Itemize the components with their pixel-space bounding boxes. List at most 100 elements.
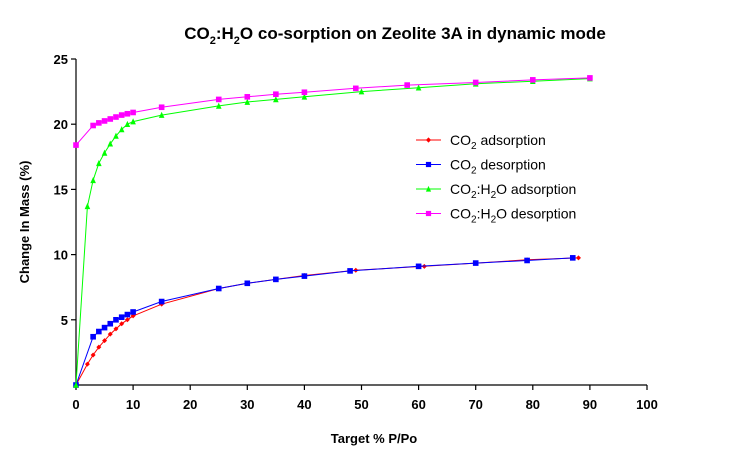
data-point (96, 344, 102, 350)
series-line (75, 257, 579, 386)
y-axis-label: Change In Mass (%) (17, 161, 32, 284)
data-point (118, 126, 125, 133)
x-axis-label: Target % P/Po (331, 431, 418, 446)
x-tick-label: 40 (297, 397, 311, 412)
data-point (124, 311, 131, 318)
data-point (569, 255, 576, 261)
data-point (130, 309, 136, 315)
data-point (425, 161, 432, 168)
data-point (102, 338, 108, 344)
data-point (472, 260, 479, 266)
y-tick-label: 25 (54, 52, 68, 67)
data-point (158, 111, 165, 118)
x-tick-label: 70 (468, 397, 482, 412)
y-tick-label: 15 (54, 182, 68, 197)
data-point (575, 255, 581, 261)
data-point (130, 118, 136, 125)
data-point (158, 298, 165, 305)
data-point (347, 268, 353, 274)
series-line (75, 78, 590, 386)
data-point (415, 84, 422, 91)
legend-item: CO2 adsorption (416, 132, 546, 152)
data-point (84, 203, 91, 210)
data-point (472, 79, 479, 86)
x-tick-label: 80 (526, 397, 540, 412)
data-point (101, 149, 108, 156)
data-point (215, 285, 222, 292)
legend-label: CO2 desorption (450, 157, 546, 177)
x-ticks: 0 10 20 30 40 50 60 70 80 90 100 (72, 385, 658, 412)
data-point (244, 280, 251, 287)
data-point (96, 328, 102, 335)
y-tick-label: 20 (54, 117, 68, 132)
data-point (425, 185, 432, 192)
series-co2-adsorption (73, 255, 581, 388)
data-point (118, 112, 125, 118)
data-point (158, 104, 165, 111)
data-point (524, 257, 530, 264)
x-tick-label: 20 (183, 397, 197, 412)
data-point (119, 321, 125, 327)
x-tick-label: 60 (411, 397, 425, 412)
data-point (90, 122, 96, 129)
data-point (107, 320, 114, 327)
data-point (215, 96, 222, 103)
data-point (90, 176, 96, 184)
data-point (244, 94, 251, 100)
data-point (215, 102, 222, 109)
data-point (101, 118, 108, 124)
data-point (358, 88, 365, 95)
data-point (301, 93, 308, 100)
series-co2-h2o-desorption (73, 75, 593, 148)
data-point (124, 317, 130, 323)
data-point (415, 263, 422, 270)
data-point (244, 98, 251, 105)
data-point (273, 96, 279, 103)
data-point (84, 361, 90, 367)
data-point (96, 160, 102, 167)
legend-label: CO2:H2O desorption (450, 206, 576, 226)
y-ticks: 5 10 15 20 25 (54, 52, 76, 328)
data-point (425, 210, 432, 217)
data-point (530, 77, 536, 83)
x-tick-label: 90 (583, 397, 597, 412)
data-point (301, 273, 308, 279)
data-point (113, 326, 119, 332)
data-point (73, 142, 79, 148)
series-line (75, 257, 573, 386)
data-point (124, 110, 131, 117)
series-layer (73, 75, 593, 388)
data-point (404, 82, 410, 88)
legend: CO2 adsorption CO2 desorption CO2:H2O adso… (416, 132, 576, 226)
data-point (113, 114, 119, 120)
data-point (90, 352, 96, 358)
data-point (273, 276, 279, 283)
data-point (73, 381, 79, 388)
data-point (113, 317, 119, 323)
data-point (425, 137, 432, 143)
legend-label: CO2 adsorption (450, 132, 546, 152)
data-point (130, 109, 136, 116)
data-point (124, 120, 131, 127)
data-point (118, 314, 125, 320)
data-point (107, 140, 114, 147)
legend-item: CO2:H2O desorption (416, 206, 576, 226)
legend-label: CO2:H2O adsorption (450, 181, 576, 201)
data-point (273, 91, 279, 98)
legend-item: CO2 desorption (416, 157, 546, 177)
series-co2-desorption (73, 255, 576, 388)
data-point (352, 85, 359, 92)
data-point (90, 333, 96, 340)
y-tick-label: 10 (54, 248, 68, 263)
data-point (101, 324, 108, 331)
series-co2-h2o-adsorption (73, 75, 593, 388)
data-point (301, 89, 308, 96)
y-tick-label: 5 (61, 313, 68, 328)
data-point (587, 75, 593, 81)
data-point (113, 132, 119, 139)
x-tick-label: 50 (354, 397, 368, 412)
data-point (107, 331, 113, 337)
legend-item: CO2:H2O adsorption (416, 181, 576, 201)
x-tick-label: 30 (240, 397, 254, 412)
